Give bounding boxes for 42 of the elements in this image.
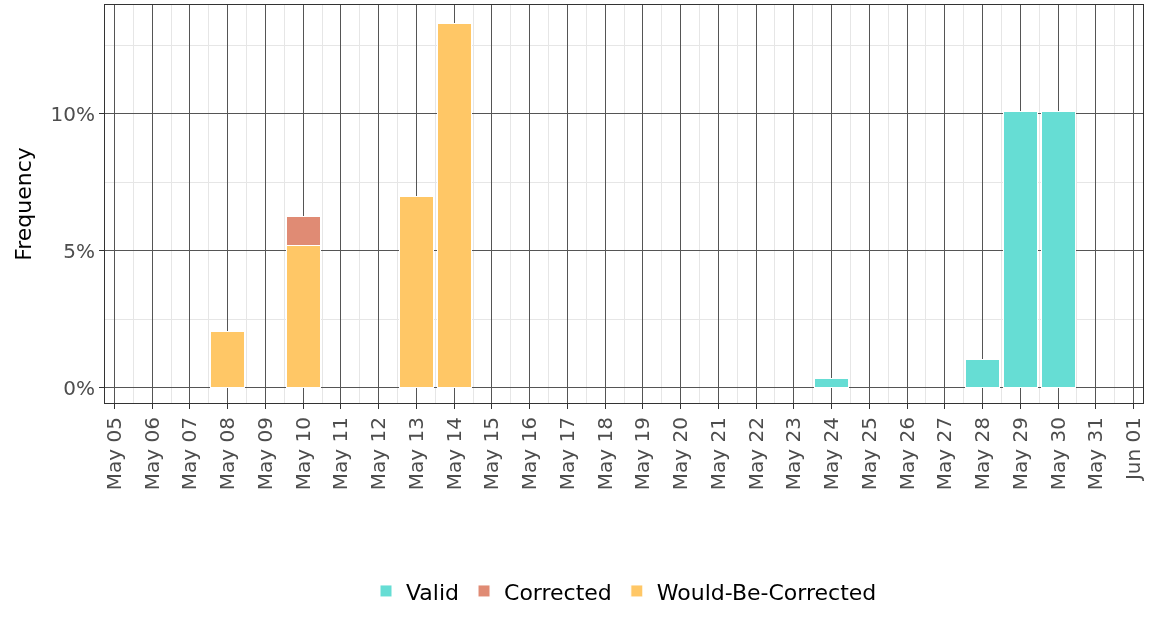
y-tick-label: 10% (50, 101, 95, 126)
legend-label: Corrected (504, 579, 612, 605)
x-tick-label: May 28 (970, 417, 995, 491)
x-tick-label: May 12 (366, 417, 391, 491)
legend-label: Would-Be-Corrected (656, 579, 877, 605)
x-tick-label: May 29 (1007, 417, 1032, 491)
x-tick-label: May 11 (328, 417, 353, 491)
bar (436, 22, 472, 389)
x-tick-label: May 22 (743, 417, 768, 491)
x-tick-label: May 09 (252, 417, 277, 491)
x-tick-label: Jun 01 (1121, 417, 1146, 483)
x-tick-label: May 30 (1045, 417, 1070, 491)
x-tick-label: May 23 (781, 417, 806, 491)
bar (398, 196, 434, 389)
x-tick-label: May 06 (139, 417, 164, 491)
x-tick-label: May 14 (441, 417, 466, 491)
x-tick-label: May 16 (517, 417, 542, 491)
x-tick-label: May 05 (101, 417, 126, 491)
x-tick-label: May 18 (592, 417, 617, 491)
bar (814, 378, 850, 389)
bar (965, 359, 1001, 389)
y-tick-label: 0% (63, 375, 95, 400)
bar (1040, 111, 1076, 389)
legend-label: Valid (406, 579, 460, 605)
x-tick-label: May 10 (290, 417, 315, 491)
x-tick-label: May 19 (630, 417, 655, 491)
x-tick-label: May 31 (1083, 417, 1108, 491)
bar (1002, 111, 1038, 389)
y-tick-label: 5% (63, 238, 95, 263)
y-axis-title: Frequency (11, 147, 37, 261)
x-tick-label: May 26 (894, 417, 919, 491)
x-tick-label: May 17 (554, 417, 579, 491)
x-tick-label: May 20 (668, 417, 693, 491)
x-tick-label: May 21 (705, 417, 730, 491)
x-tick-label: May 27 (932, 417, 957, 491)
x-tick-label: May 25 (856, 417, 881, 491)
x-tick-label: May 24 (819, 417, 844, 491)
x-tick-label: May 13 (403, 417, 428, 491)
bar (210, 330, 246, 389)
x-tick-label: May 07 (177, 417, 202, 491)
x-tick-label: May 15 (479, 417, 504, 491)
x-tick-label: May 08 (215, 417, 240, 491)
